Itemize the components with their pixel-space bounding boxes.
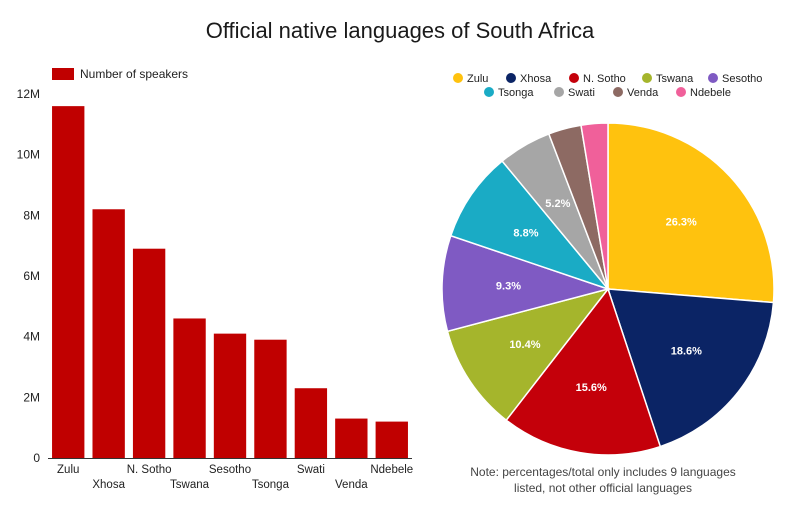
legend-swatch [52, 68, 74, 80]
bar [335, 418, 368, 458]
pie-slice [606, 288, 775, 448]
legend-label: Swati [568, 87, 595, 99]
x-tick-label: N. Sotho [127, 464, 172, 476]
pie-slice [607, 122, 775, 304]
pie-slice [580, 122, 609, 290]
x-tick-label: Sesotho [209, 464, 251, 476]
legend-dot [484, 87, 494, 97]
legend-dot [642, 73, 652, 83]
legend-dot [569, 73, 579, 83]
legend-label: Ndebele [690, 87, 731, 99]
legend-dot [613, 87, 623, 97]
slice-label: 18.6% [671, 346, 702, 358]
chart-title: Official native languages of South Afric… [205, 18, 595, 43]
x-tick-label: Ndebele [370, 464, 413, 476]
bar [132, 248, 166, 458]
slice-label: 9.3% [496, 281, 521, 293]
y-tick-label: 10M [17, 148, 40, 162]
y-tick-label: 2M [23, 390, 40, 404]
x-tick-label: Xhosa [92, 479, 125, 491]
pie-slice [505, 287, 662, 456]
bar [375, 421, 408, 458]
bar [52, 106, 85, 458]
legend-label: Tsonga [498, 87, 534, 99]
y-tick-label: 8M [23, 208, 40, 222]
legend-label: Sesotho [722, 73, 762, 85]
slice-label: 15.6% [576, 382, 607, 394]
legend-dot [554, 87, 564, 97]
legend-dot [506, 73, 516, 83]
legend-label: Venda [627, 87, 659, 99]
x-tick-label: Zulu [57, 464, 79, 476]
slice-label: 26.3% [666, 217, 697, 229]
slice-label: 5.2% [545, 198, 570, 210]
pie-slice [446, 287, 610, 422]
pie-legend: Zulu Xhosa N. Sotho Tswana Sesotho Tsonga Swat… [453, 73, 762, 99]
legend-dot [453, 73, 463, 83]
bar [173, 318, 206, 458]
y-tick-label: 6M [23, 269, 40, 283]
bar [294, 388, 328, 458]
legend-label: N. Sotho [583, 73, 626, 85]
x-tick-label: Tsonga [252, 479, 290, 491]
bar [213, 333, 247, 458]
x-tick-label: Swati [297, 464, 325, 476]
y-tick-label: 4M [23, 330, 40, 344]
legend-label: Tswana [656, 73, 694, 85]
legend-label: Number of speakers [80, 67, 188, 81]
x-tick-label: Tswana [170, 479, 210, 491]
y-tick-label: 12M [17, 87, 40, 101]
pie-slice [449, 160, 611, 291]
bar [92, 209, 125, 458]
x-tick-label: Venda [335, 479, 368, 491]
pie-slice [441, 234, 611, 333]
pie-chart: 26.3% 18.6% 15.6% 10.4% 9.3% 8.8% 5.2% [441, 122, 775, 456]
slice-label: 8.8% [513, 228, 538, 240]
slice-label: 10.4% [509, 339, 540, 351]
legend-dot [676, 87, 686, 97]
legend-dot [708, 73, 718, 83]
legend-label: Zulu [467, 73, 488, 85]
legend-label: Xhosa [520, 73, 552, 85]
bar [254, 339, 287, 458]
y-tick-label: 0 [33, 451, 40, 465]
bar-chart: 0 2M 4M 6M 8M 10M 12M Number of speakers Zulu Xho… [17, 67, 414, 491]
chart-note: Note: percentages/total only includes 9 … [470, 465, 736, 495]
